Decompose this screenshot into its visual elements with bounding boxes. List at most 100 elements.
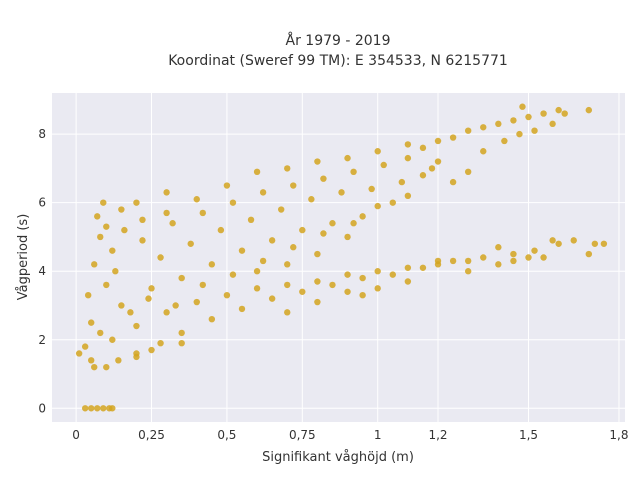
data-point [591,240,599,247]
x-tick-label: 0,75 [289,428,316,442]
data-point [199,281,206,289]
data-point [103,363,110,371]
data-point [187,240,194,247]
x-tick-label: 0 [72,428,80,442]
data-point [172,302,179,309]
data-point [540,110,547,117]
data-point [290,244,297,251]
data-point [290,182,297,189]
data-point [398,178,406,186]
data-point [284,165,291,172]
data-point [549,120,556,128]
data-point [157,339,164,347]
data-point [344,288,351,295]
x-tick-label: 0,25 [138,428,165,442]
data-point [561,110,568,117]
data-point [103,281,110,289]
data-point [88,357,95,364]
data-point [501,137,508,145]
x-axis-label: Signifikant våghöjd (m) [262,450,414,465]
data-point [163,189,170,196]
data-point [344,271,351,278]
data-point [100,405,107,412]
data-point [404,192,412,200]
data-point [555,106,562,114]
data-point [94,213,101,220]
data-point [495,261,502,268]
data-point [121,226,128,234]
data-point [510,117,517,124]
data-point [308,196,315,203]
data-point [284,281,291,289]
data-point [84,291,92,299]
y-axis-label: Vågperiod (s) [16,214,31,301]
data-point [223,291,231,299]
data-point [464,168,472,176]
data-point [97,233,104,241]
data-point [329,220,336,227]
data-point [178,274,185,282]
y-tick-label: 8 [38,127,46,141]
y-tick-label: 2 [38,333,46,347]
data-point [374,148,381,155]
data-point [359,213,366,220]
data-point [480,148,487,155]
data-point [404,278,412,285]
data-point [600,240,608,247]
data-point [178,329,185,337]
data-point [139,237,146,244]
data-point [193,196,200,203]
data-point [449,257,457,265]
data-point [464,127,472,134]
data-point [81,343,89,350]
data-point [368,185,375,193]
x-tick-label: 1,2 [428,428,447,442]
data-point [314,298,321,306]
data-point [495,244,502,251]
data-point [238,305,246,313]
data-point [229,271,237,278]
data-point [268,237,276,244]
data-point [97,329,104,337]
data-point [495,120,502,128]
data-point [449,178,457,186]
data-point [419,172,427,179]
data-point [428,165,436,172]
data-point [238,247,246,254]
data-point [81,405,89,412]
data-point [109,247,116,254]
data-point [404,154,412,162]
data-points [75,103,608,412]
data-point [247,216,255,224]
data-point [314,278,321,285]
data-point [449,134,457,141]
data-point [253,168,261,176]
data-point [148,285,155,292]
data-point [299,288,306,295]
data-point [299,226,306,234]
data-point [314,250,321,258]
data-point [516,130,523,138]
data-point [585,106,593,114]
data-point [208,261,216,268]
data-point [519,103,526,110]
data-point [344,233,351,241]
data-point [549,237,556,244]
data-point [133,199,140,206]
data-point [139,216,146,224]
data-point [253,268,261,275]
data-point [389,199,396,206]
data-point [320,230,327,237]
data-point [380,161,387,169]
data-point [118,302,125,309]
data-point [157,254,164,261]
data-point [109,405,116,412]
data-point [320,175,327,182]
data-point [163,309,170,316]
data-point [374,268,381,275]
data-point [464,268,472,275]
data-point [148,346,155,354]
data-point [404,264,412,271]
